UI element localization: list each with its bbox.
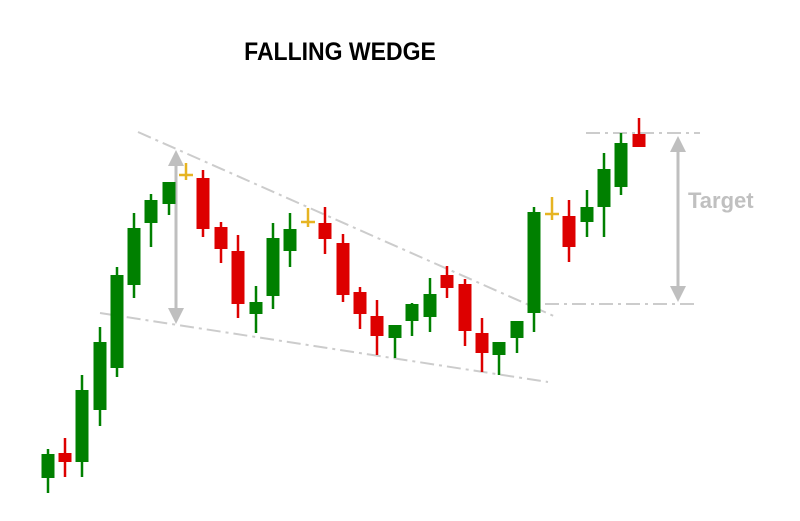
bearish-candle-body	[318, 223, 332, 239]
bullish-candle-body	[266, 238, 280, 296]
target-label: Target	[688, 188, 754, 213]
bearish-candle-body	[196, 178, 210, 229]
bearish-candle-body	[58, 453, 72, 462]
wedge-height-arrow-head-up	[168, 150, 184, 166]
bullish-candle-body	[162, 182, 176, 204]
bullish-candle-body	[580, 207, 594, 222]
bearish-candle-body	[562, 216, 576, 247]
bullish-candle-body	[510, 321, 524, 338]
bullish-candle-body	[249, 302, 263, 314]
bullish-candle-body	[110, 275, 124, 368]
bearish-candle-body	[475, 333, 489, 353]
bullish-candle-body	[93, 342, 107, 410]
target-arrow-head-up	[670, 136, 686, 152]
diagram-title: FALLING WEDGE	[244, 38, 436, 66]
target-arrow-head-down	[670, 286, 686, 302]
bearish-candle-body	[458, 284, 472, 331]
bullish-candle-body	[283, 229, 297, 251]
bearish-candle-body	[336, 243, 350, 295]
bearish-candle-body	[632, 134, 646, 147]
bullish-candle-body	[597, 169, 611, 207]
bearish-candle-body	[440, 275, 454, 288]
bullish-candle-body	[127, 228, 141, 285]
upper-trendline	[137, 131, 557, 318]
lower-trendline	[99, 312, 549, 383]
bullish-candle-body	[75, 390, 89, 462]
wedge-height-arrow-head-down	[168, 308, 184, 324]
bearish-candle-body	[370, 316, 384, 336]
bearish-candle-body	[214, 227, 228, 249]
bullish-candle-body	[388, 325, 402, 338]
bullish-candle-body	[423, 294, 437, 317]
bullish-candle-body	[614, 143, 628, 187]
bullish-candle-body	[405, 304, 419, 321]
bullish-candle-body	[527, 212, 541, 313]
bearish-candle-body	[353, 292, 367, 314]
bullish-candle-body	[144, 200, 158, 223]
bearish-candle-body	[231, 251, 245, 304]
bullish-candle-body	[492, 342, 506, 355]
bullish-candle-body	[41, 454, 55, 478]
